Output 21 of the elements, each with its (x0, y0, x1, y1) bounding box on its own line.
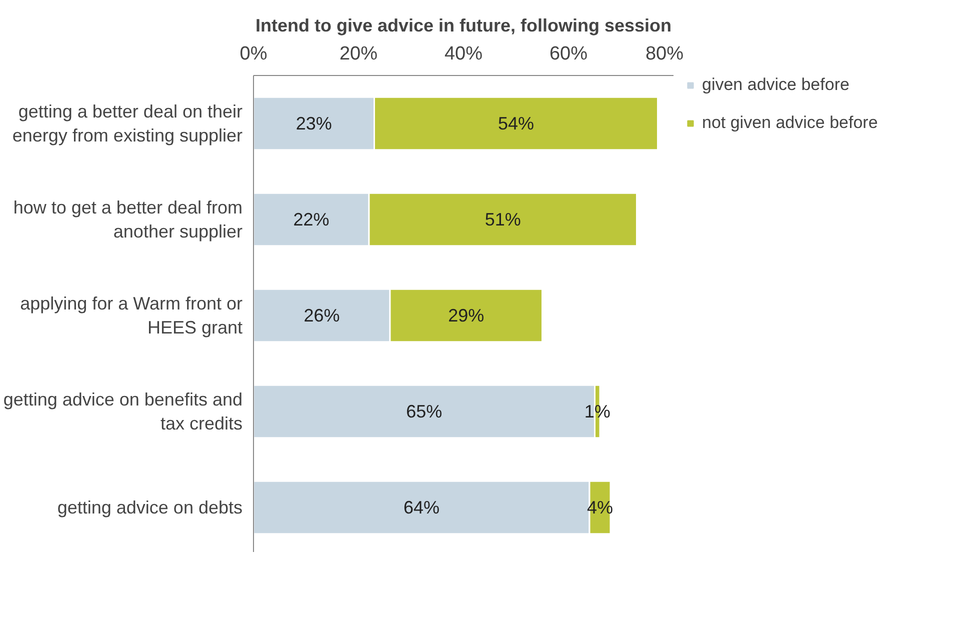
data-label: 64% (403, 498, 440, 518)
chart-title: Intend to give advice in future, following session (255, 16, 672, 36)
x-tick-label: 40% (444, 44, 483, 64)
legend-label: given advice before (702, 75, 850, 95)
data-label: 54% (498, 114, 534, 134)
y-tick-label: applying for a Warm front or HEES grant (20, 294, 243, 338)
y-tick-label: getting advice on debts (57, 498, 243, 518)
y-tick-label: getting advice on benefits and tax credits (3, 390, 243, 434)
x-tick-label: 80% (645, 44, 684, 64)
x-tick-label: 0% (240, 44, 268, 64)
data-label: 51% (484, 210, 521, 230)
data-label: 23% (296, 114, 332, 134)
data-label: 26% (304, 306, 340, 326)
data-label: 65% (406, 402, 442, 422)
x-tick-label: 60% (549, 44, 588, 64)
data-label: 22% (293, 210, 330, 230)
x-tick-label: 20% (339, 44, 378, 64)
y-tick-label: getting a better deal on their energy from existing supplier (12, 102, 243, 146)
legend-label: not given advice before (702, 113, 878, 133)
y-tick-label: how to get a better deal from another supplier (13, 198, 243, 242)
data-label: 29% (448, 306, 484, 326)
